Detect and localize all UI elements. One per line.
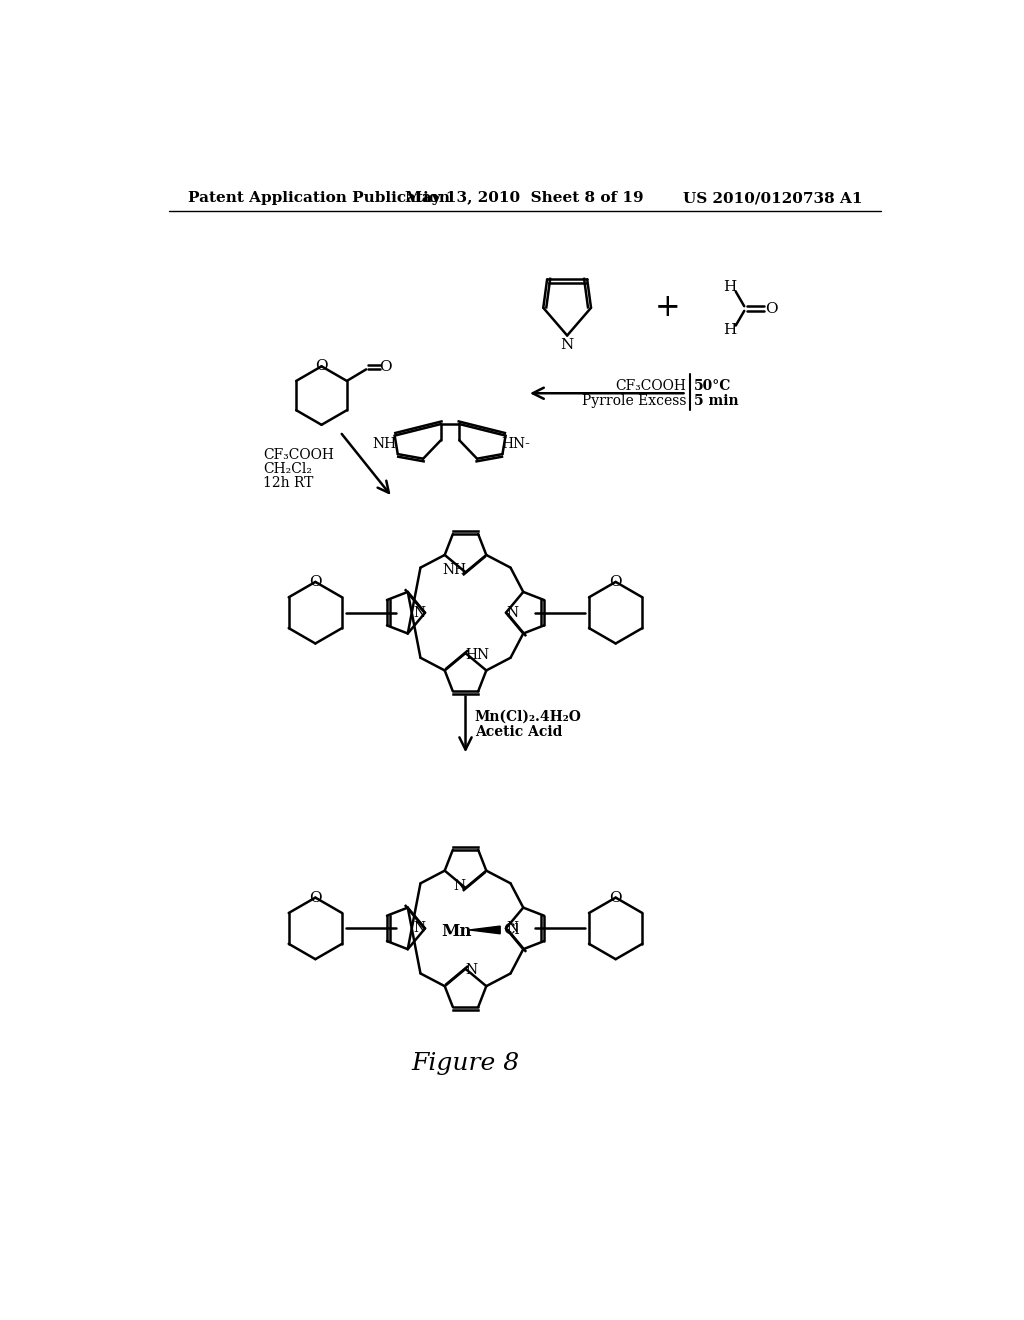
Text: HN: HN xyxy=(465,648,489,663)
Text: US 2010/0120738 A1: US 2010/0120738 A1 xyxy=(683,191,862,206)
Text: Cl: Cl xyxy=(504,923,520,937)
Text: O: O xyxy=(609,891,622,904)
Text: 50°C: 50°C xyxy=(694,379,731,392)
Text: O: O xyxy=(765,301,777,315)
Text: Acetic Acid: Acetic Acid xyxy=(475,725,562,739)
Text: O: O xyxy=(309,891,322,904)
Text: O: O xyxy=(315,359,328,374)
Text: N: N xyxy=(506,606,518,619)
Text: NH: NH xyxy=(442,562,466,577)
Text: CF₃COOH: CF₃COOH xyxy=(263,447,334,462)
Text: N: N xyxy=(466,964,478,977)
Text: 12h RT: 12h RT xyxy=(263,475,313,490)
Text: CF₃COOH: CF₃COOH xyxy=(615,379,686,392)
Text: O: O xyxy=(379,360,391,374)
Text: HN-: HN- xyxy=(501,437,530,450)
Polygon shape xyxy=(469,927,500,933)
Text: NH: NH xyxy=(373,437,396,450)
Text: 5 min: 5 min xyxy=(694,393,739,408)
Text: Pyrrole Excess: Pyrrole Excess xyxy=(582,393,686,408)
Text: May 13, 2010  Sheet 8 of 19: May 13, 2010 Sheet 8 of 19 xyxy=(406,191,644,206)
Text: Mn(Cl)₂.4H₂O: Mn(Cl)₂.4H₂O xyxy=(475,710,582,723)
Text: Figure 8: Figure 8 xyxy=(412,1052,519,1074)
Text: Mn: Mn xyxy=(441,923,471,940)
Text: Patent Application Publication: Patent Application Publication xyxy=(188,191,451,206)
Text: O: O xyxy=(609,576,622,589)
Text: H: H xyxy=(723,323,736,337)
Text: N: N xyxy=(413,606,425,619)
Text: N: N xyxy=(560,338,573,351)
Text: N: N xyxy=(413,921,425,936)
Text: CH₂Cl₂: CH₂Cl₂ xyxy=(263,462,312,475)
Text: O: O xyxy=(309,576,322,589)
Text: N: N xyxy=(506,921,518,936)
Text: +: + xyxy=(655,292,681,322)
Text: N: N xyxy=(454,879,466,894)
Text: H: H xyxy=(723,280,736,294)
